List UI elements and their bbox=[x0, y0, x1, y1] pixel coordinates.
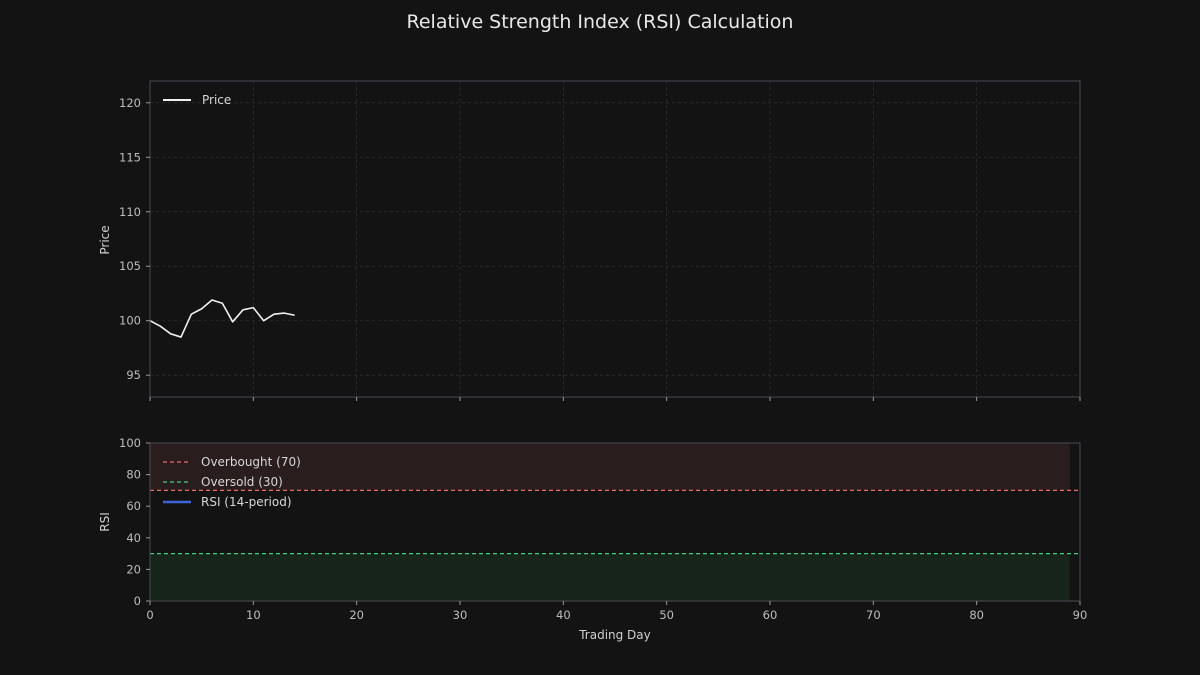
rsi-y-tick-label: 20 bbox=[126, 562, 141, 576]
rsi-panel: 0 20 40 60 80 100 0 10 20 30 40 50 60 70 80 90 RSI Tra… bbox=[98, 436, 1087, 642]
x-tick-label: 10 bbox=[246, 608, 261, 622]
price-grid bbox=[150, 81, 1080, 397]
price-legend-label: Price bbox=[202, 93, 231, 107]
price-x-tick-marks bbox=[149, 397, 1081, 401]
rsi-x-ticks: 0 10 20 30 40 50 60 70 80 90 bbox=[146, 601, 1087, 622]
overbought-zone bbox=[150, 443, 1070, 491]
rsi-y-tick-label: 100 bbox=[119, 436, 141, 450]
x-tick-label: 30 bbox=[453, 608, 468, 622]
rsi-threshold-lines bbox=[150, 489, 1080, 555]
price-legend: Price bbox=[163, 93, 231, 107]
price-y-tick-label: 115 bbox=[119, 150, 141, 164]
x-tick-label: 40 bbox=[556, 608, 571, 622]
rsi-legend-label: RSI (14-period) bbox=[201, 495, 292, 509]
price-line-layer bbox=[149, 299, 295, 338]
rsi-y-tick-label: 0 bbox=[134, 594, 141, 608]
price-y-tick-label: 105 bbox=[119, 259, 141, 273]
rsi-shaded-zones bbox=[150, 443, 1070, 601]
x-tick-label: 50 bbox=[659, 608, 674, 622]
rsi-y-tick-label: 80 bbox=[126, 468, 141, 482]
rsi-panel-frame bbox=[149, 442, 1081, 602]
x-tick-label: 0 bbox=[146, 608, 153, 622]
price-y-tick-label: 120 bbox=[119, 96, 141, 110]
price-panel-frame bbox=[149, 80, 1081, 398]
chart-title: Relative Strength Index (RSI) Calculatio… bbox=[407, 11, 794, 33]
oversold-zone bbox=[150, 553, 1070, 601]
rsi-y-ticks: 0 20 40 60 80 100 bbox=[119, 436, 150, 608]
x-tick-label: 60 bbox=[763, 608, 778, 622]
x-tick-label: 90 bbox=[1073, 608, 1088, 622]
price-panel: 95 100 105 110 115 120 Price Price bbox=[98, 80, 1081, 401]
oversold-legend-label: Oversold (30) bbox=[201, 475, 283, 489]
price-series-line bbox=[149, 299, 295, 338]
rsi-y-tick-label: 60 bbox=[126, 499, 141, 513]
x-tick-label: 70 bbox=[866, 608, 881, 622]
overbought-legend-label: Overbought (70) bbox=[201, 455, 301, 469]
price-y-ticks: 95 100 105 110 115 120 bbox=[119, 96, 150, 382]
price-y-tick-label: 100 bbox=[119, 314, 141, 328]
x-axis-label: Trading Day bbox=[578, 628, 651, 642]
x-tick-label: 80 bbox=[969, 608, 984, 622]
rsi-y-axis-label: RSI bbox=[98, 512, 112, 532]
price-y-tick-label: 95 bbox=[126, 368, 141, 382]
x-tick-label: 20 bbox=[349, 608, 364, 622]
price-y-axis-label: Price bbox=[98, 225, 112, 254]
rsi-legend: Overbought (70) Oversold (30) RSI (14-pe… bbox=[163, 455, 301, 509]
rsi-y-tick-label: 40 bbox=[126, 531, 141, 545]
price-y-tick-label: 110 bbox=[119, 205, 141, 219]
